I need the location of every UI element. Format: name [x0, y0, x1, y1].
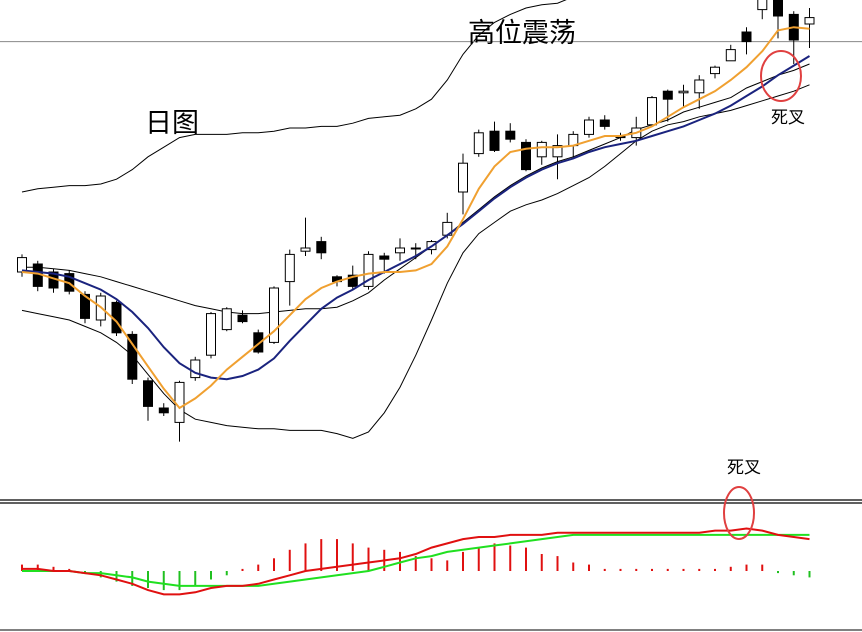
moving-averages: [21, 26, 811, 410]
candle: [552, 134, 563, 180]
candle-body-down: [347, 274, 358, 287]
candlesticks: [17, 0, 815, 442]
candle: [536, 140, 547, 165]
candle: [599, 115, 610, 130]
candle-body-up: [804, 17, 815, 25]
candle-body-up: [395, 247, 405, 254]
candle-body-up: [206, 313, 216, 356]
candle: [458, 153, 468, 215]
candle: [678, 84, 689, 108]
macd-panel: [21, 527, 811, 596]
ma-short-line: [21, 26, 810, 410]
candle-body-up: [757, 0, 768, 11]
candle-body-down: [662, 90, 673, 100]
candle: [694, 75, 705, 109]
candle-body-down: [521, 141, 531, 171]
candle: [505, 123, 516, 143]
candle: [32, 260, 43, 292]
candle-body-up: [725, 49, 736, 62]
candle: [347, 265, 358, 290]
candle-body-up: [363, 253, 374, 287]
candle: [127, 331, 138, 384]
candle-body-up: [284, 253, 295, 283]
candle: [741, 27, 752, 55]
candle: [647, 96, 657, 127]
candle-body-down: [158, 407, 169, 414]
macd-dea-line: [22, 533, 810, 587]
death-cross-label-macd: 死叉: [727, 458, 761, 478]
candle-body-down: [773, 0, 783, 17]
candle: [80, 291, 90, 324]
candle: [221, 307, 232, 332]
candle-body-up: [584, 119, 594, 135]
chart-annotation-title: 高位震荡: [468, 18, 576, 49]
candle-body-up: [678, 90, 689, 94]
candle: [521, 139, 531, 172]
candle-body-down: [489, 130, 500, 151]
candle-body-up: [710, 66, 720, 75]
candle-body-down: [379, 255, 390, 260]
candle: [300, 217, 311, 256]
candle-body-down: [741, 31, 752, 43]
candle-body-up: [174, 381, 185, 423]
candle-body-down: [143, 380, 153, 407]
candle: [253, 329, 264, 354]
candle: [158, 403, 169, 416]
candle-body-down: [599, 119, 610, 127]
candle-body-down: [316, 241, 327, 254]
macd-dif-line: [22, 527, 810, 596]
candle-body-up: [190, 359, 201, 379]
candle-body-up: [552, 145, 563, 158]
candle-body-down: [80, 293, 90, 319]
candle: [410, 243, 421, 260]
timeframe-label: 日图: [145, 108, 199, 139]
candle-body-down: [253, 332, 264, 353]
candle: [725, 44, 736, 62]
candle-body-up: [221, 308, 232, 331]
death-cross-circle-macd: [723, 486, 755, 540]
candle: [206, 312, 216, 359]
candle-body-up: [269, 287, 279, 343]
candle: [773, 0, 783, 39]
candle: [190, 356, 201, 381]
ma-long-line: [21, 55, 811, 381]
candle-body-down: [127, 333, 138, 380]
candle-body-up: [647, 97, 657, 126]
candle: [710, 65, 720, 79]
candle: [316, 236, 327, 260]
candle-body-up: [458, 162, 468, 193]
bollinger-upper-line: [21, 0, 567, 193]
candle-body-down: [505, 130, 516, 140]
candle: [584, 116, 594, 138]
candle: [757, 0, 768, 20]
candle: [473, 129, 484, 157]
candle-body-up: [536, 141, 547, 158]
candle-body-up: [300, 247, 311, 252]
candle: [363, 251, 374, 290]
candle: [269, 286, 279, 344]
candle-body-down: [237, 314, 248, 323]
death-cross-circle-main: [760, 50, 802, 102]
candle: [143, 377, 153, 421]
candle-body-up: [473, 132, 484, 155]
candle: [395, 238, 405, 261]
candle-body-up: [410, 247, 421, 250]
candle: [489, 121, 500, 152]
death-cross-label-main: 死叉: [771, 108, 805, 128]
candle-body-up: [694, 79, 705, 94]
bollinger-lower-line: [21, 84, 810, 439]
candle: [237, 310, 248, 324]
candle: [284, 249, 295, 306]
